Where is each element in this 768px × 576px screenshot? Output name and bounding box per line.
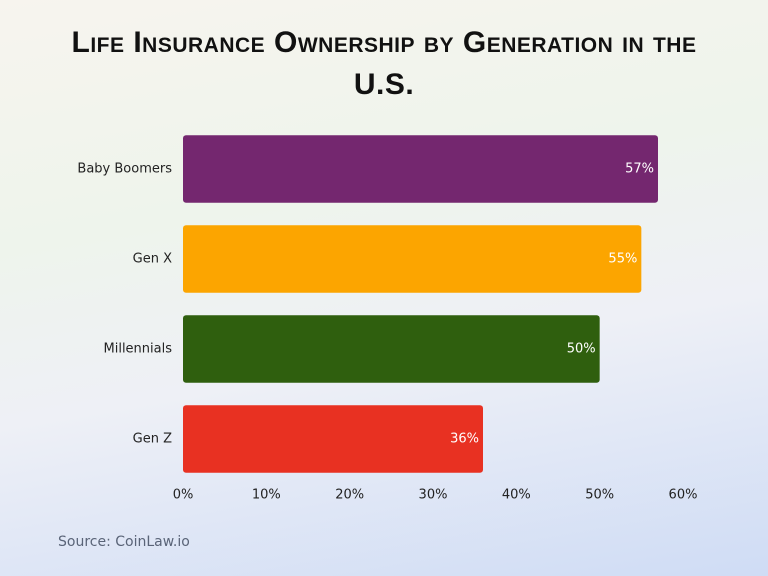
- x-tick-label: 50%: [585, 488, 614, 503]
- bar: [183, 405, 483, 473]
- value-label: 57%: [625, 162, 654, 177]
- x-tick-label: 60%: [669, 488, 698, 503]
- value-label: 36%: [450, 432, 479, 447]
- x-tick-label: 40%: [502, 488, 531, 503]
- source-note: Source: CoinLaw.io: [58, 534, 190, 550]
- x-tick-label: 20%: [335, 488, 364, 503]
- value-label: 55%: [608, 252, 637, 267]
- chart-title: Life Insurance Ownership by Generation i…: [71, 26, 697, 101]
- y-tick-label: Gen Z: [133, 432, 172, 447]
- bar: [183, 315, 600, 383]
- bar: [183, 225, 642, 293]
- bar: [183, 135, 658, 203]
- y-tick-label: Millennials: [104, 342, 173, 357]
- y-tick-label: Gen X: [133, 252, 172, 267]
- value-label: 50%: [567, 342, 596, 357]
- x-tick-label: 0%: [173, 488, 194, 503]
- x-tick-label: 10%: [252, 488, 281, 503]
- x-tick-label: 30%: [419, 488, 448, 503]
- y-tick-label: Baby Boomers: [77, 162, 172, 177]
